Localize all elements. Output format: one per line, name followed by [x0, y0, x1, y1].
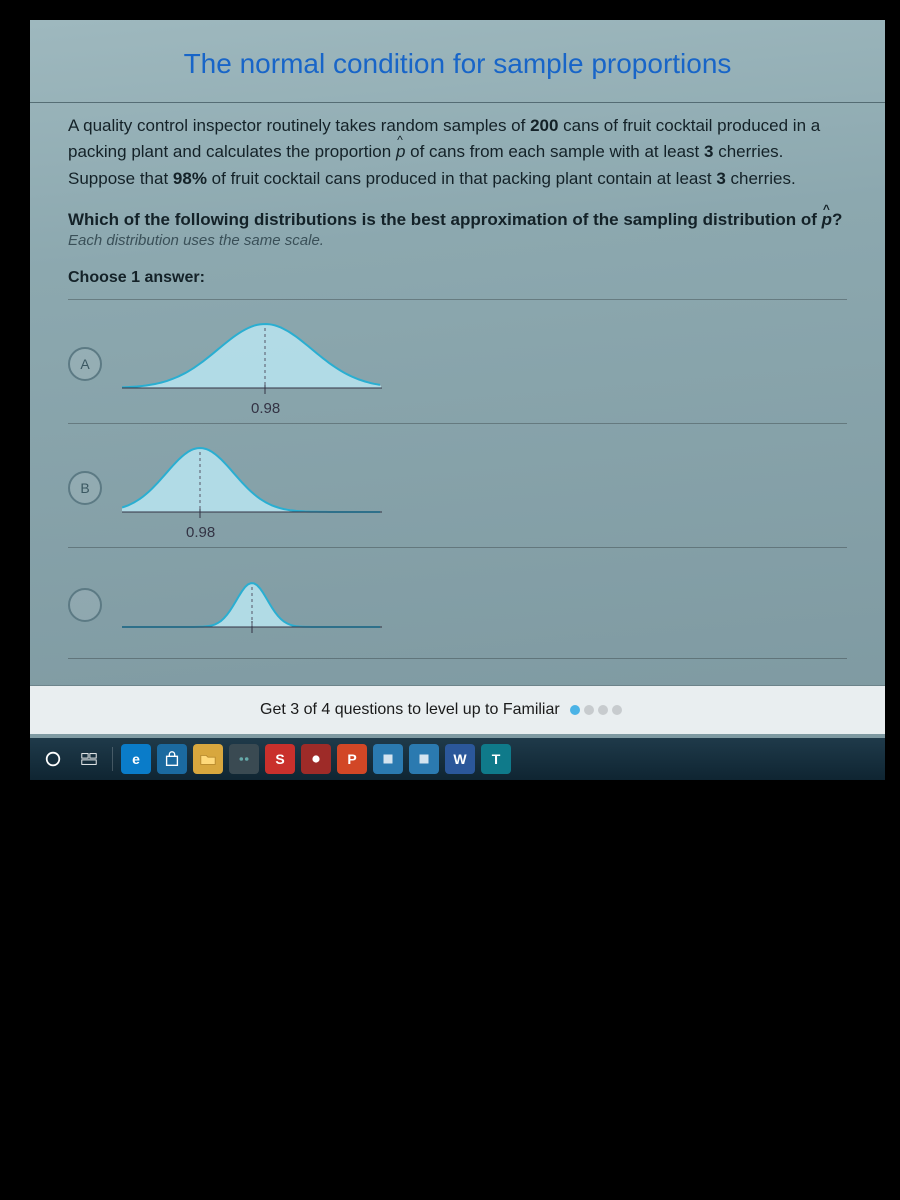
progress-dot — [584, 705, 594, 715]
answer-list: A 0.98 B 0.98 — [68, 299, 847, 659]
answer-option-B[interactable]: B 0.98 — [68, 423, 847, 547]
title-area: The normal condition for sample proporti… — [30, 20, 885, 98]
progress-dot — [570, 705, 580, 715]
taskbar-cortana-circle-icon[interactable] — [38, 744, 68, 774]
taskbar-app-gray-icon[interactable] — [229, 744, 259, 774]
answer-option-A[interactable]: A 0.98 — [68, 299, 847, 423]
taskbar-task-view-icon[interactable] — [74, 744, 104, 774]
taskbar-powerpoint-icon[interactable]: P — [337, 744, 367, 774]
progress-text: Get 3 of 4 questions to level up to Fami… — [260, 701, 560, 719]
taskbar-app-teal-icon[interactable]: T — [481, 744, 511, 774]
radio-B[interactable]: B — [68, 471, 102, 505]
taskbar-word-icon[interactable]: W — [445, 744, 475, 774]
context-paragraph: A quality control inspector routinely ta… — [68, 113, 847, 192]
taskbar-app-blue2-icon[interactable] — [409, 744, 439, 774]
distribution-curve-A: 0.98 — [122, 310, 382, 417]
answer-option-C[interactable] — [68, 547, 847, 659]
taskbar-store-icon[interactable] — [157, 744, 187, 774]
radio-C[interactable] — [68, 588, 102, 622]
choose-label: Choose 1 answer: — [68, 269, 847, 287]
taskbar-app-blue1-icon[interactable] — [373, 744, 403, 774]
axis-label-B: 0.98 — [122, 524, 382, 541]
divider — [30, 102, 885, 103]
distribution-curve-B: 0.98 — [122, 434, 382, 541]
radio-A[interactable]: A — [68, 347, 102, 381]
taskbar-file-explorer-icon[interactable] — [193, 744, 223, 774]
progress-dots — [570, 705, 622, 715]
taskbar-app-red2-icon[interactable] — [301, 744, 331, 774]
windows-taskbar[interactable]: e S P WT — [30, 738, 885, 780]
progress-dot — [598, 705, 608, 715]
content-screen: The normal condition for sample proporti… — [30, 20, 885, 780]
axis-label-A: 0.98 — [122, 400, 382, 417]
question-stem: Which of the following distributions is … — [68, 210, 847, 230]
taskbar-app-red-icon[interactable]: S — [265, 744, 295, 774]
page-title: The normal condition for sample proporti… — [30, 48, 885, 80]
distribution-curve-C — [122, 575, 382, 635]
taskbar-edge-icon[interactable]: e — [121, 744, 151, 774]
question-content: A quality control inspector routinely ta… — [30, 107, 885, 659]
progress-dot — [612, 705, 622, 715]
question-note: Each distribution uses the same scale. — [68, 232, 847, 249]
progress-bar: Get 3 of 4 questions to level up to Fami… — [30, 686, 885, 734]
